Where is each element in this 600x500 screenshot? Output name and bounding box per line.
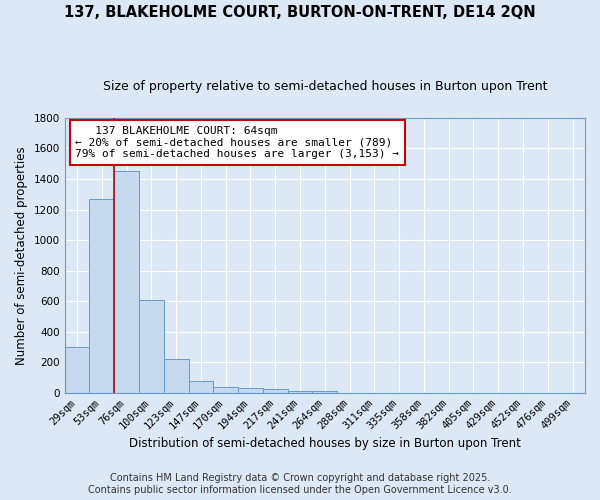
- Bar: [214, 387, 238, 393]
- Title: Size of property relative to semi-detached houses in Burton upon Trent: Size of property relative to semi-detach…: [103, 80, 547, 93]
- Bar: [139, 300, 164, 393]
- Bar: [313, 392, 337, 393]
- Bar: [114, 172, 139, 393]
- Bar: [263, 388, 287, 393]
- X-axis label: Distribution of semi-detached houses by size in Burton upon Trent: Distribution of semi-detached houses by …: [129, 437, 521, 450]
- Text: Contains HM Land Registry data © Crown copyright and database right 2025.
Contai: Contains HM Land Registry data © Crown c…: [88, 474, 512, 495]
- Text: 137, BLAKEHOLME COURT, BURTON-ON-TRENT, DE14 2QN: 137, BLAKEHOLME COURT, BURTON-ON-TRENT, …: [64, 5, 536, 20]
- Bar: [188, 381, 214, 393]
- Bar: [287, 390, 313, 393]
- Y-axis label: Number of semi-detached properties: Number of semi-detached properties: [15, 146, 28, 364]
- Bar: [65, 347, 89, 393]
- Text: 137 BLAKEHOLME COURT: 64sqm
← 20% of semi-detached houses are smaller (789)
79% : 137 BLAKEHOLME COURT: 64sqm ← 20% of sem…: [75, 126, 399, 159]
- Bar: [238, 388, 263, 393]
- Bar: [164, 358, 188, 393]
- Bar: [89, 199, 114, 393]
